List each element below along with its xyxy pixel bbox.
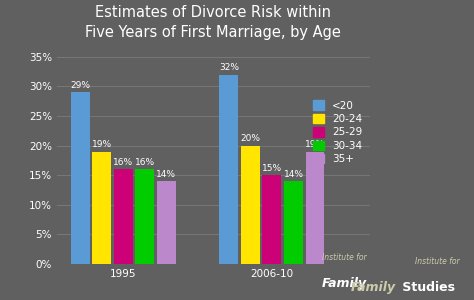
Bar	[219, 75, 238, 264]
Text: 29%: 29%	[70, 81, 91, 90]
Text: 15%: 15%	[262, 164, 282, 173]
Text: Studies: Studies	[398, 281, 455, 294]
Legend: <20, 20-24, 25-29, 30-34, 35+: <20, 20-24, 25-29, 30-34, 35+	[311, 98, 365, 166]
Bar	[241, 146, 260, 264]
Bar	[114, 169, 133, 264]
Text: 19%: 19%	[305, 140, 325, 149]
Text: 19%: 19%	[92, 140, 112, 149]
Bar	[92, 152, 111, 264]
Bar	[157, 181, 176, 264]
Bar	[136, 169, 155, 264]
Text: 14%: 14%	[156, 170, 176, 179]
Text: 16%: 16%	[113, 158, 133, 167]
Bar	[306, 152, 324, 264]
Bar	[284, 181, 303, 264]
Text: Family: Family	[351, 281, 396, 294]
Text: 16%: 16%	[135, 158, 155, 167]
Text: 14%: 14%	[283, 170, 303, 179]
Title: Estimates of Divorce Risk within
Five Years of First Marriage, by Age: Estimates of Divorce Risk within Five Ye…	[85, 5, 341, 40]
Bar	[263, 175, 282, 264]
Bar	[71, 92, 90, 264]
Text: Family: Family	[321, 277, 366, 290]
Text: Institute for: Institute for	[322, 253, 366, 262]
Text: 20%: 20%	[240, 134, 260, 143]
Text: Institute for: Institute for	[415, 256, 460, 266]
Text: 32%: 32%	[219, 63, 239, 72]
